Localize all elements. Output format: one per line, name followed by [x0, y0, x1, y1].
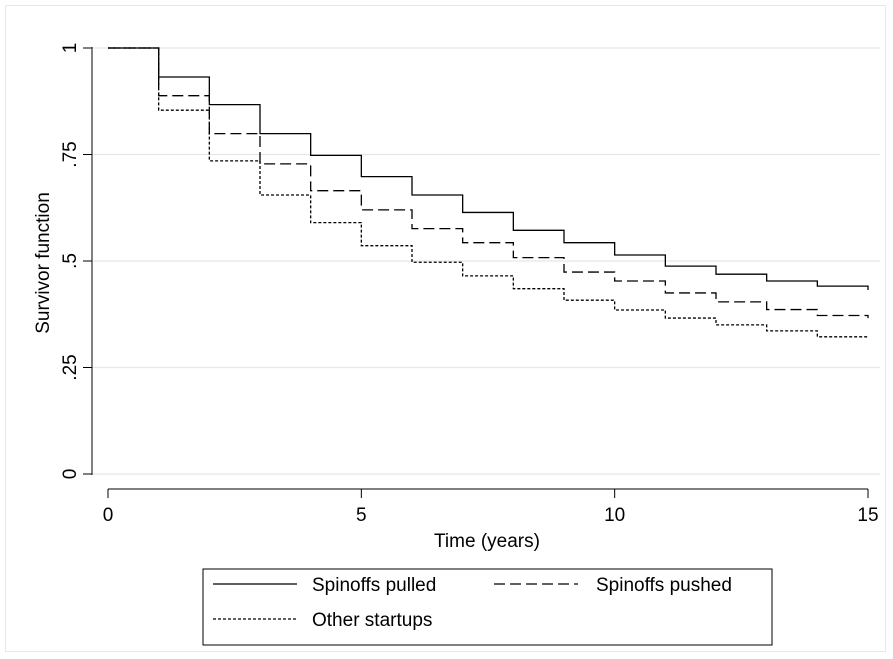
legend-label-spinoffs-pushed: Spinoffs pushed	[596, 575, 732, 596]
graph-frame	[5, 5, 886, 652]
legend-box	[202, 568, 773, 646]
x-tick-label: 15	[857, 505, 878, 526]
x-tick-label: 10	[604, 505, 625, 526]
x-axis-label: Time (years)	[434, 531, 540, 552]
x-tick-label: 5	[356, 505, 367, 526]
y-tick-label: .25	[60, 354, 81, 380]
legend-label-other-startups: Other startups	[312, 610, 432, 631]
series-line-other-startups	[108, 47, 868, 338]
gridlines	[93, 47, 880, 475]
series-line-spinoffs-pulled	[108, 47, 869, 290]
y-tick-label: .75	[60, 141, 81, 167]
y-tick-label: 1	[60, 43, 81, 54]
y-axis-label: Survivor function	[33, 192, 54, 334]
x-tick-label: 0	[103, 505, 114, 526]
y-tick-label: .5	[60, 253, 81, 269]
series-lines	[108, 47, 869, 338]
y-tick-label: 0	[60, 469, 81, 480]
legend-label-spinoffs-pulled: Spinoffs pulled	[312, 575, 436, 596]
series-line-spinoffs-pushed	[108, 47, 869, 319]
legend: Spinoffs pulled Spinoffs pushed Other star…	[202, 568, 773, 646]
